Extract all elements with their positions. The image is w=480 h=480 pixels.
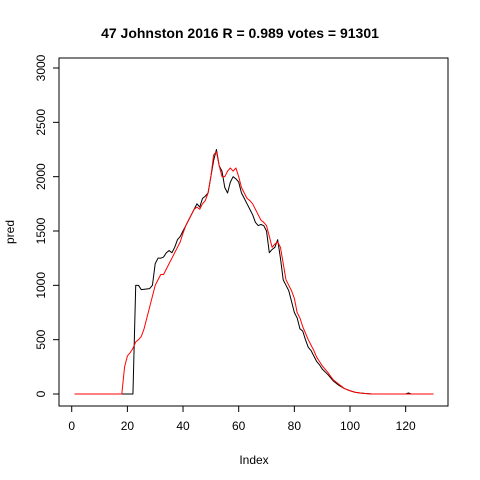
chart-title: 47 Johnston 2016 R = 0.989 votes = 91301	[101, 25, 379, 41]
x-tick-label: 80	[288, 419, 302, 433]
x-tick-label: 40	[176, 419, 190, 433]
y-tick-label: 3000	[34, 54, 48, 81]
y-tick-label: 0	[34, 390, 48, 397]
y-tick-label: 2000	[34, 163, 48, 190]
x-tick-label: 0	[68, 419, 75, 433]
plot-frame	[58, 57, 449, 407]
series-line-red	[74, 151, 434, 395]
x-axis-label: Index	[239, 453, 268, 467]
y-tick-label: 2500	[34, 109, 48, 136]
y-tick-label: 500	[34, 329, 48, 349]
y-axis-label: pred	[3, 220, 17, 244]
x-tick-label: 20	[121, 419, 135, 433]
x-tick-label: 60	[232, 419, 246, 433]
series-layer	[74, 149, 434, 395]
y-axis: 0 500 1000 1500 2000 2500 3000	[34, 54, 60, 397]
y-tick-label: 1500	[34, 217, 48, 244]
x-tick-label: 120	[396, 419, 416, 433]
x-axis: 0 20 40 60 80 100 120	[68, 405, 416, 433]
x-tick-label: 100	[340, 419, 360, 433]
series-line-black	[74, 149, 434, 395]
y-tick-label: 1000	[34, 272, 48, 299]
